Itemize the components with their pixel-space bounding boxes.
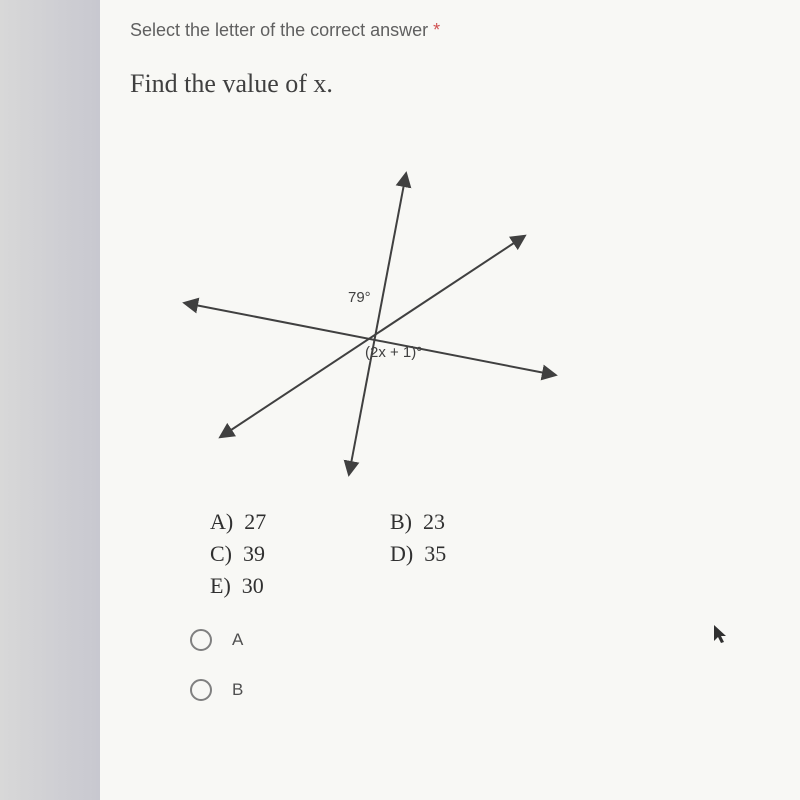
diagram-line-3	[350, 179, 405, 469]
radio-option-b[interactable]: B	[190, 679, 770, 701]
radio-label-a: A	[232, 630, 243, 650]
answer-choices: A) 27 B) 23 C) 39 D) 35 E) 30	[210, 509, 770, 599]
radio-label-b: B	[232, 680, 243, 700]
answer-b: B) 23	[390, 509, 570, 535]
angle-diagram: 79° (2x + 1)°	[170, 159, 570, 489]
radio-circle-icon	[190, 679, 212, 701]
page-container: Select the letter of the correct answer …	[0, 0, 800, 800]
angle-label-79: 79°	[348, 289, 371, 306]
answer-c: C) 39	[210, 541, 390, 567]
diagram-line-2	[225, 239, 520, 434]
answer-e: E) 30	[210, 573, 570, 599]
instruction-label: Select the letter of the correct answer	[130, 20, 433, 40]
sidebar	[0, 0, 100, 800]
cursor-icon	[714, 625, 730, 650]
answer-d: D) 35	[390, 541, 570, 567]
radio-group: A B	[190, 629, 770, 701]
radio-circle-icon	[190, 629, 212, 651]
diagram-svg	[170, 159, 570, 489]
radio-option-a[interactable]: A	[190, 629, 770, 651]
question-text: Find the value of x.	[130, 69, 770, 99]
answer-a: A) 27	[210, 509, 390, 535]
content-area: Select the letter of the correct answer …	[100, 0, 800, 800]
required-asterisk: *	[433, 20, 440, 40]
instruction-text: Select the letter of the correct answer …	[130, 20, 770, 41]
angle-label-expression: (2x + 1)°	[365, 344, 422, 361]
